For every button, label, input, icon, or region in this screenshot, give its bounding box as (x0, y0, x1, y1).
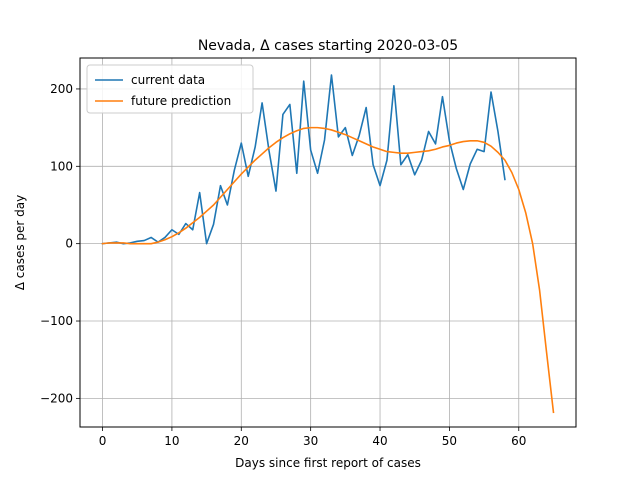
legend-label-2: future prediction (131, 94, 231, 108)
x-tick-label: 20 (234, 434, 249, 448)
x-tick-label: 50 (442, 434, 457, 448)
legend-box (86, 64, 254, 114)
x-axis-label: Days since first report of cases (235, 456, 421, 470)
series-layer (101, 74, 555, 414)
legend: current data future prediction (86, 64, 254, 114)
y-tick-label: 100 (50, 159, 73, 173)
chart-title: Nevada, Δ cases starting 2020-03-05 (198, 38, 458, 54)
x-tick-label: 40 (372, 434, 387, 448)
x-tick-label: 0 (99, 434, 107, 448)
grid (80, 58, 576, 427)
series-line-2 (101, 126, 555, 414)
y-tick-label: −200 (40, 391, 73, 405)
ticks: 0 10 20 30 40 50 60 −200 −100 0 100 200 (40, 82, 526, 448)
y-axis-label: Δ cases per day (13, 195, 27, 291)
y-tick-label: 200 (50, 82, 73, 96)
x-tick-label: 10 (164, 434, 179, 448)
plot-frame (79, 57, 577, 428)
y-tick-label: −100 (40, 314, 73, 328)
x-tick-label: 30 (303, 434, 318, 448)
legend-label-1: current data (131, 73, 205, 87)
x-tick-label: 60 (511, 434, 526, 448)
y-tick-label: 0 (65, 237, 73, 251)
series-line-1 (101, 74, 506, 245)
